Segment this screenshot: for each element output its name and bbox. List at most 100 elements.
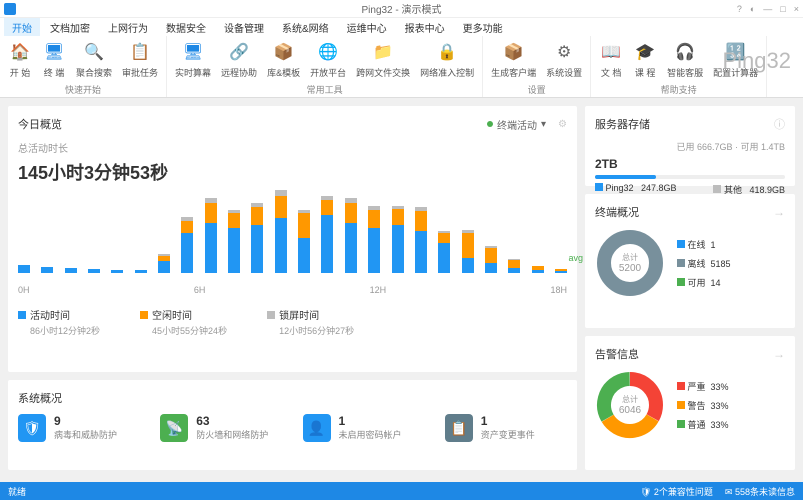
window-title: Ping32 - 演示模式 <box>361 1 441 16</box>
ribbon-item[interactable]: 🏠开 始 <box>4 38 36 81</box>
menu-tab[interactable]: 系统&网络 <box>274 18 337 37</box>
overview-card: 今日概览 终端活动 ▾ ⚙ 总活动时长 145小时3分钟53秒 avg 0H6H… <box>8 106 577 372</box>
menu-tab[interactable]: 开始 <box>4 18 40 37</box>
titlebar: Ping32 - 演示模式 ? ◐ — □ × <box>0 0 803 18</box>
status-dropdown[interactable]: 终端活动 ▾ ⚙ <box>487 117 567 132</box>
alert-donut: 总计6046 <box>595 370 665 440</box>
ribbon-icon: 🖥 <box>42 40 66 64</box>
ribbon-icon: 🖥 <box>181 40 205 64</box>
ribbon-item[interactable]: 📦库&模板 <box>263 38 304 81</box>
activity-chart: avg <box>18 193 567 283</box>
chevron-down-icon: ▾ <box>541 119 546 130</box>
menu-tab[interactable]: 数据安全 <box>158 18 214 37</box>
menu-tab[interactable]: 报表中心 <box>397 18 453 37</box>
terminal-donut: 总计5200 <box>595 228 665 298</box>
info-icon[interactable]: ⓘ <box>774 116 785 132</box>
chart-bar <box>181 217 193 273</box>
arrow-right-icon[interactable]: → <box>773 347 785 361</box>
gear-icon[interactable]: ⚙ <box>558 119 567 130</box>
ribbon-icon: 🔍 <box>82 40 106 64</box>
minimize-icon[interactable]: — <box>763 4 772 14</box>
ribbon-icon: 🏠 <box>8 40 32 64</box>
status-dot-icon <box>487 121 493 127</box>
chart-bar <box>41 267 53 273</box>
system-icon: 🛡 <box>18 414 46 442</box>
chart-bar <box>135 270 147 273</box>
donut-legend-item: 普通 33% <box>677 418 729 431</box>
alert-card: 告警信息 → 总计6046 严重 33% 警告 33% 普通 33% <box>585 336 795 470</box>
moon-icon[interactable]: ◐ <box>750 4 755 14</box>
ribbon-item[interactable]: 📋审批任务 <box>118 38 162 81</box>
ribbon-item[interactable]: 🎧智能客服 <box>663 38 707 81</box>
ribbon-item[interactable]: 🔗远程协助 <box>217 38 261 81</box>
chart-bar <box>158 254 170 273</box>
brand-text: Ping32 <box>722 48 791 74</box>
donut-legend-item: 在线 1 <box>677 238 731 251</box>
window-controls: ? ◐ — □ × <box>737 4 799 14</box>
system-item[interactable]: 🛡9病毒和威胁防护 <box>18 414 140 442</box>
total-duration: 145小时3分钟53秒 <box>18 159 567 185</box>
close-icon[interactable]: × <box>794 4 799 14</box>
ribbon-icon: 📖 <box>599 40 623 64</box>
system-item[interactable]: 📋1资产变更事件 <box>445 414 567 442</box>
menu-tab[interactable]: 上网行为 <box>100 18 156 37</box>
chart-bar <box>508 259 520 273</box>
ribbon-group-label: 帮助支持 <box>595 83 762 96</box>
menu-tab[interactable]: 文档加密 <box>42 18 98 37</box>
menubar: 开始文档加密上网行为数据安全设备管理系统&网络运维中心报表中心更多功能 <box>0 18 803 36</box>
system-icon: 👤 <box>303 414 331 442</box>
ribbon-item[interactable]: 🔒网络准入控制 <box>416 38 478 81</box>
ribbon-group-label: 常用工具 <box>171 83 478 96</box>
system-item[interactable]: 👤1未启用密码帐户 <box>303 414 425 442</box>
ribbon-item[interactable]: 📖文 档 <box>595 38 627 81</box>
ribbon-group-label: 设置 <box>487 83 586 96</box>
ribbon-item[interactable]: 🎓课 程 <box>629 38 661 81</box>
terminal-card: 终端概况 → 总计5200 在线 1 离线 5185 可用 14 <box>585 194 795 328</box>
ribbon-item[interactable]: 🖥实时算幕 <box>171 38 215 81</box>
system-icon: 📡 <box>160 414 188 442</box>
unread-status[interactable]: ✉ 558条未读信息 <box>725 485 795 498</box>
ribbon-icon: 🎧 <box>673 40 697 64</box>
ribbon-item[interactable]: ⚙系统设置 <box>542 38 586 81</box>
ribbon-item[interactable]: 📦生成客户端 <box>487 38 540 81</box>
avg-label: avg <box>568 253 583 263</box>
legend-item: 活动时间86小时12分钟2秒 <box>18 307 100 337</box>
donut-legend-item: 可用 14 <box>677 276 731 289</box>
ribbon: 🏠开 始🖥终 端🔍聚合搜索📋审批任务快速开始🖥实时算幕🔗远程协助📦库&模板🌐开放… <box>0 36 803 98</box>
system-item[interactable]: 📡63防火墙和网络防护 <box>160 414 282 442</box>
legend-item: 锁屏时间12小时56分钟27秒 <box>267 307 354 337</box>
ribbon-icon: 🌐 <box>316 40 340 64</box>
ribbon-item[interactable]: 🌐开放平台 <box>306 38 350 81</box>
system-title: 系统概况 <box>18 390 567 406</box>
menu-tab[interactable]: 设备管理 <box>216 18 272 37</box>
donut-legend-item: 严重 33% <box>677 380 729 393</box>
alert-title: 告警信息 <box>595 346 639 362</box>
ribbon-icon: 📋 <box>128 40 152 64</box>
ribbon-item[interactable]: 🖥终 端 <box>38 38 70 81</box>
chart-bar <box>555 269 567 273</box>
chart-bar <box>65 268 77 273</box>
ribbon-item[interactable]: 🔍聚合搜索 <box>72 38 116 81</box>
compat-status[interactable]: 🛡 2个兼容性问题 <box>640 485 713 498</box>
system-card: 系统概况 🛡9病毒和威胁防护 📡63防火墙和网络防护 👤1未启用密码帐户 📋1资产变更… <box>8 380 577 470</box>
chart-bar <box>368 206 380 273</box>
chart-bar <box>415 207 427 273</box>
ribbon-icon: 📦 <box>502 40 526 64</box>
menu-tab[interactable]: 运维中心 <box>339 18 395 37</box>
chart-bar <box>18 265 30 273</box>
sub-label: 总活动时长 <box>18 140 567 155</box>
donut-legend-item: 警告 33% <box>677 399 729 412</box>
ribbon-icon: 🔒 <box>435 40 459 64</box>
storage-bar <box>595 175 785 179</box>
ribbon-icon: 📁 <box>371 40 395 64</box>
menu-tab[interactable]: 更多功能 <box>455 18 511 37</box>
arrow-right-icon[interactable]: → <box>773 205 785 219</box>
legend-item: 空闲时间45小时55分钟24秒 <box>140 307 227 337</box>
maximize-icon[interactable]: □ <box>780 4 785 14</box>
status-left: 就绪 <box>8 485 26 498</box>
ribbon-item[interactable]: 📁跨网文件交换 <box>352 38 414 81</box>
help-icon[interactable]: ? <box>737 4 742 14</box>
chart-bar <box>321 196 333 273</box>
chart-bar <box>345 198 357 273</box>
ribbon-icon: ⚙ <box>552 40 576 64</box>
